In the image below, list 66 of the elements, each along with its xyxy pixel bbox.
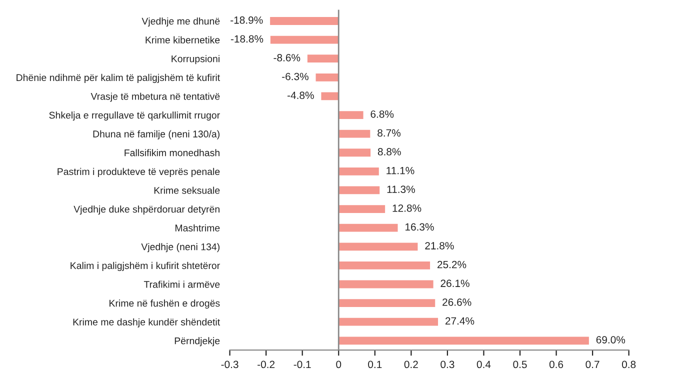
y-tick-label: Vjedhje me dhunë (142, 17, 220, 27)
bar (338, 167, 379, 176)
y-tick-label: Vrasje të mbetura në tentativë (90, 92, 220, 102)
bar (270, 36, 339, 44)
bar (316, 73, 339, 82)
data-label: 27.4% (445, 317, 474, 325)
y-tick-label: Trafikimi i armëve (144, 280, 220, 288)
x-tick-label: 0.1 (368, 360, 382, 368)
data-label: 26.1% (440, 280, 470, 288)
data-label: 69.0% (596, 336, 626, 344)
bar (338, 186, 380, 194)
bar (338, 224, 398, 232)
data-label: -4.8% (288, 92, 314, 100)
y-tick-label: Vjedhje duke shpërdoruar detyrën (74, 206, 220, 215)
x-tick-label: -0.3 (221, 360, 238, 368)
x-tick-label: 0.3 (440, 360, 454, 368)
x-tick-label: 0.8 (622, 360, 636, 368)
y-tick-label: Dhuna në familje (neni 130/a) (93, 130, 220, 140)
y-tick-label: Fallsifikim monedhash (124, 149, 220, 156)
x-tick-label: 0.2 (404, 360, 418, 368)
y-tick-label: Krime me dashje kundër shëndetit (73, 318, 220, 328)
y-tick-label: Kalim i paligjshëm i kufirit shtetëror (70, 262, 220, 271)
data-label: -18.9% (230, 16, 263, 24)
y-tick-label: Shkelja e rregullave të qarkullimit rrugor (49, 112, 220, 121)
bar (270, 17, 339, 25)
data-label: -8.6% (274, 54, 300, 62)
bar (338, 242, 418, 251)
x-tick-label: 0.7 (586, 360, 600, 368)
data-label: 26.6% (442, 298, 472, 306)
data-label: 8.8% (378, 148, 401, 156)
data-label: 12.8% (392, 204, 422, 212)
data-label: 11.3% (387, 186, 415, 194)
y-tick-label: Pastrim i produkteve të veprës penale (58, 168, 220, 177)
bar (338, 130, 370, 138)
y-tick-label: Krime në fushën e drogës (110, 300, 220, 309)
bar (338, 299, 436, 308)
bar (338, 111, 364, 119)
x-tick-label: -0.2 (258, 360, 275, 368)
x-tick-label: 0.6 (549, 360, 564, 368)
x-tick-label: -0.1 (294, 360, 311, 368)
bar (338, 336, 589, 345)
x-tick-label: 0 (336, 360, 342, 368)
bar (338, 280, 434, 288)
data-label: 11.1% (386, 166, 414, 174)
y-tick-label: Korrupsioni (172, 55, 220, 64)
data-label: -6.3% (282, 72, 308, 80)
data-label: 6.8% (370, 110, 394, 118)
data-label: 21.8% (425, 242, 454, 250)
x-tick-label: 0.4 (476, 360, 491, 368)
data-label: 8.7% (378, 129, 400, 137)
x-tick-label: 0.5 (513, 360, 527, 368)
y-tick-label: Vjedhje (neni 134) (141, 243, 220, 252)
y-tick-label: Dhënie ndihmë për kalim të paligjshëm të kufirit (16, 74, 220, 83)
data-label: 25.2% (438, 260, 466, 268)
bar (338, 148, 371, 157)
bar (321, 92, 339, 100)
data-label: -18.8% (230, 35, 264, 43)
bar (307, 54, 339, 63)
bar (338, 205, 386, 213)
bar (338, 262, 430, 270)
y-tick-label: Krime seksuale (154, 186, 220, 194)
y-tick-label: Krime kibernetike (146, 36, 220, 44)
bar (338, 318, 438, 326)
data-label: 16.3% (405, 223, 434, 231)
y-tick-label: Përndjekje (174, 337, 220, 346)
y-tick-label: Mashtrime (175, 224, 220, 232)
